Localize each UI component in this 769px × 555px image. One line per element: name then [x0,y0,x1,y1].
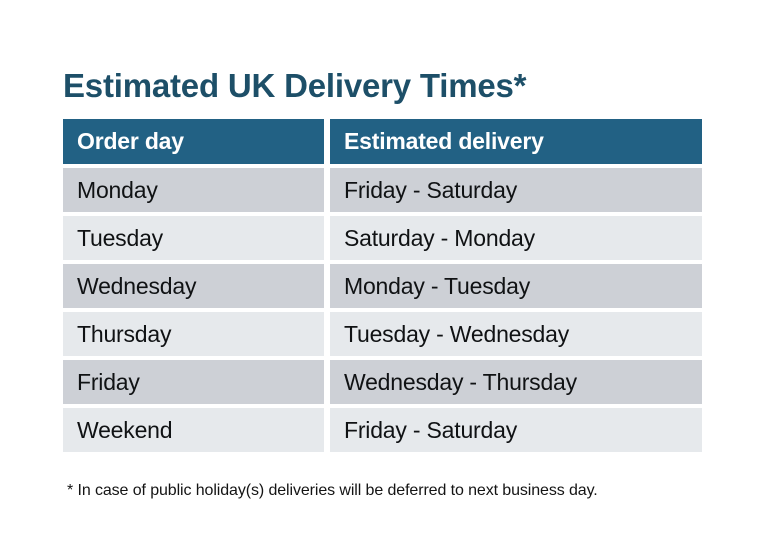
page-title: Estimated UK Delivery Times* [63,67,527,105]
delivery-times-table: Order day Estimated delivery Monday Frid… [63,119,702,452]
estimated-delivery-cell: Tuesday - Wednesday [330,312,702,356]
order-day-cell: Tuesday [63,216,324,260]
column-header-order-day: Order day [63,119,324,164]
estimated-delivery-cell: Friday - Saturday [330,408,702,452]
estimated-delivery-cell: Saturday - Monday [330,216,702,260]
order-day-cell: Wednesday [63,264,324,308]
order-day-cell: Thursday [63,312,324,356]
estimated-delivery-cell: Friday - Saturday [330,168,702,212]
order-day-cell: Weekend [63,408,324,452]
order-day-cell: Friday [63,360,324,404]
footnote: * In case of public holiday(s) deliverie… [67,482,598,499]
estimated-delivery-cell: Wednesday - Thursday [330,360,702,404]
column-header-estimated-delivery: Estimated delivery [330,119,702,164]
order-day-cell: Monday [63,168,324,212]
estimated-delivery-cell: Monday - Tuesday [330,264,702,308]
